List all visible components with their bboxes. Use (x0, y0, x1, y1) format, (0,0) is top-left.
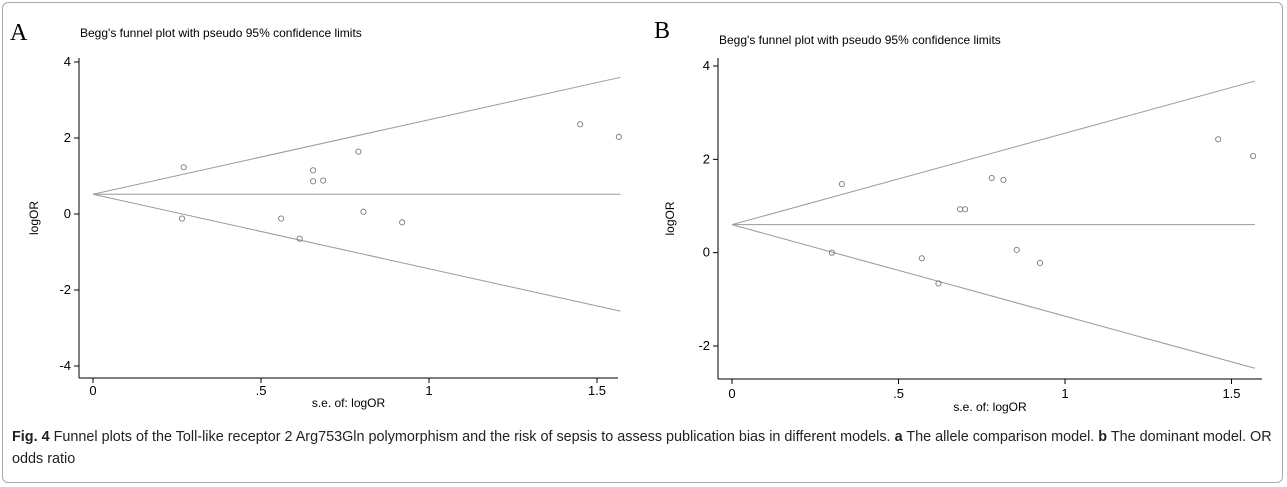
y-tick-label: 2 (64, 130, 71, 145)
x-tick-label: 1 (1061, 386, 1068, 401)
x-tick-label: 1 (425, 383, 432, 398)
y-tick-label: 0 (703, 245, 710, 260)
study-point (180, 164, 187, 171)
x-axis-label: s.e. of: logOR (312, 396, 386, 410)
caption-text-2: The allele comparison model. (902, 429, 1099, 445)
study-point (355, 148, 362, 155)
study-point (360, 208, 367, 215)
y-axis-label: logOR (663, 201, 677, 235)
study-point (1036, 259, 1044, 266)
caption-text-3: The dominant model. OR odds ratio (12, 429, 1272, 467)
x-tick-label: 1.5 (588, 383, 606, 398)
lower-confidence-limit-line (731, 224, 1255, 369)
y-tick-label: 0 (64, 206, 71, 221)
x-tick-label: .5 (256, 383, 267, 398)
panel-letter: B (654, 18, 670, 44)
study-point (278, 215, 285, 222)
y-tick-label: 2 (703, 151, 710, 166)
study-point (577, 121, 584, 128)
study-point (988, 174, 995, 182)
caption-label-b: b (1098, 429, 1108, 445)
study-point (1000, 176, 1007, 183)
study-point (310, 178, 317, 185)
x-tick-label: 1.5 (1222, 386, 1240, 401)
upper-confidence-limit-line (731, 80, 1255, 226)
panel-letter: A (10, 20, 28, 46)
y-tick-label: -2 (698, 338, 710, 353)
study-point (957, 206, 964, 213)
x-tick-label: 0 (728, 386, 735, 401)
y-tick-label: -2 (59, 282, 71, 297)
figure-caption: Fig. 4 Funnel plots of the Toll-like rec… (12, 426, 1274, 470)
plot-title: Begg's funnel plot with pseudo 95% confi… (80, 26, 362, 40)
upper-confidence-limit-line (92, 76, 621, 195)
y-tick-label: -4 (59, 358, 71, 373)
study-point (935, 280, 942, 287)
study-point (962, 206, 969, 213)
study-point (828, 249, 835, 256)
caption-label-a: a (894, 429, 903, 445)
x-tick-label: 0 (89, 383, 96, 398)
plot-title: Begg's funnel plot with pseudo 95% confi… (719, 33, 1001, 47)
study-point (1215, 136, 1222, 143)
funnel-plot-a: A Begg's funnel plot with pseudo 95% conf… (10, 20, 622, 410)
caption-fig-label: Fig. 4 (12, 429, 50, 445)
study-point (918, 255, 925, 262)
study-point (310, 167, 317, 174)
study-point (296, 235, 303, 242)
lower-confidence-limit-line (92, 193, 621, 312)
caption-text-1: Funnel plots of the Toll-like receptor 2… (49, 429, 895, 445)
study-point (320, 177, 327, 184)
study-point (1013, 246, 1020, 253)
study-point (838, 181, 845, 188)
y-tick-label: 4 (703, 58, 710, 73)
y-axis-label: logOR (27, 201, 41, 235)
x-axis-label: s.e. of: logOR (953, 400, 1027, 414)
y-tick-label: 4 (64, 54, 71, 69)
x-tick-label: .5 (893, 386, 904, 401)
study-point (1250, 153, 1257, 160)
funnel-plot-b: B Begg's funnel plot with pseudo 95% conf… (654, 18, 1262, 414)
study-point (178, 215, 186, 222)
study-point (615, 133, 622, 140)
study-point (399, 219, 406, 226)
